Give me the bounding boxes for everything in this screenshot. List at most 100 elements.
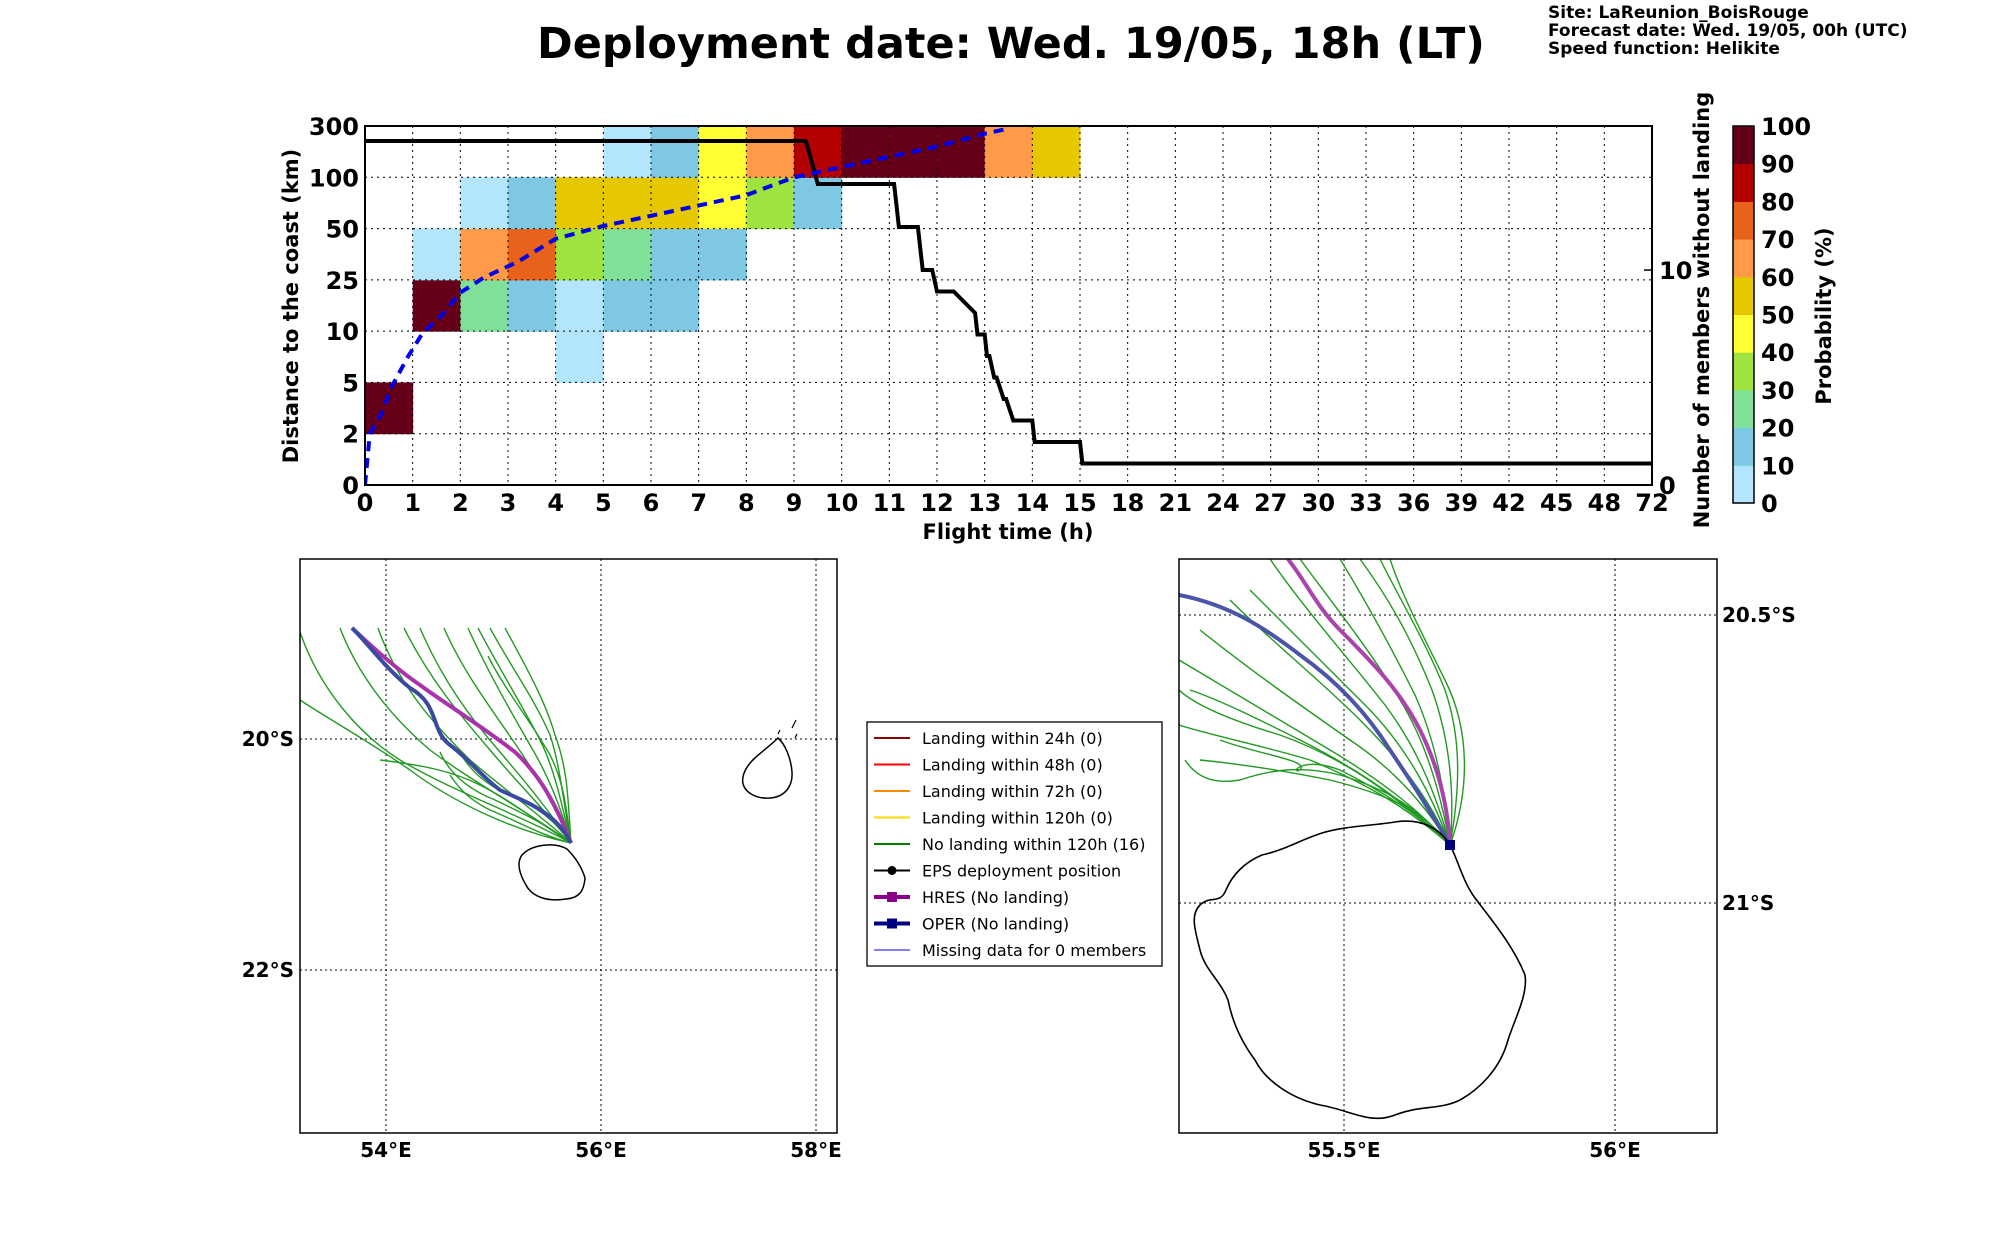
colorbar-segment [1733, 314, 1754, 353]
heatmap-cell [508, 279, 557, 332]
x-tick-label: 11 [873, 489, 906, 517]
y-tick-label: 300 [309, 113, 359, 141]
x-tick-label: 13 [968, 489, 1001, 517]
right-map-lon-label-1: 55.5°E [1307, 1138, 1380, 1162]
left-map-frame [299, 558, 838, 1134]
legend-label: Landing within 120h (0) [922, 809, 1113, 828]
colorbar-frame [1732, 125, 1755, 504]
heatmap-cell [603, 126, 652, 178]
legend-item: HRES (No landing) [874, 888, 1069, 907]
legend-label: HRES (No landing) [922, 888, 1069, 907]
right-map-lat-label-1: 20.5°S [1722, 603, 1796, 627]
x-tick-label: 72 [1635, 489, 1668, 517]
x-tick-label: 36 [1397, 489, 1430, 517]
left-map-lon-label-2: 56°E [575, 1138, 627, 1162]
x-tick-label: 10 [825, 489, 858, 517]
heatmap-cell [412, 228, 461, 281]
colorbar-segment [1733, 427, 1754, 466]
x-tick-label: 30 [1302, 489, 1335, 517]
colorbar-tick-label: 90 [1761, 151, 1794, 179]
left-map-hres-track [350, 626, 573, 844]
left-map-gridlines [300, 559, 837, 1133]
colorbar-segments [1733, 126, 1754, 504]
heatmap-cell [508, 177, 557, 230]
x-tick-label: 14 [1016, 489, 1049, 517]
right-map-deployment-marker [1445, 840, 1455, 850]
left-map-lat-label-2: 22°S [242, 958, 294, 982]
heatmap-cell [603, 177, 652, 230]
colorbar-segment [1733, 352, 1754, 391]
colorbar-tick-label: 100 [1761, 113, 1811, 141]
heatmap-cell [1032, 126, 1081, 178]
x-tick-label: 24 [1206, 489, 1239, 517]
heatmap-cell [603, 279, 652, 332]
legend-label: EPS deployment position [922, 862, 1121, 881]
left-map-oper-track [350, 626, 573, 844]
x-tick-label: 7 [690, 489, 707, 517]
heatmap-cell [412, 279, 461, 332]
colorbar-segment [1733, 389, 1754, 429]
heatmap-cell [698, 228, 747, 281]
right-map-lon-label-2: 56°E [1589, 1138, 1641, 1162]
x-tick-label: 27 [1254, 489, 1287, 517]
right-map: 55.5°E 56°E 20.5°S 21°S [1178, 558, 1796, 1162]
heatmap-cell [651, 126, 700, 178]
right-map-frame [1178, 558, 1718, 1134]
x-tick-label: 3 [500, 489, 517, 517]
heatmap-cell [555, 177, 604, 230]
legend-label: No landing within 120h (16) [922, 835, 1145, 854]
y-tick-label: 50 [326, 216, 359, 244]
members-without-landing-line [365, 139, 1652, 466]
left-map-lat-label-1: 20°S [242, 727, 294, 751]
y-tick-label: 5 [342, 369, 359, 397]
heatmap-panel: 0 1 2 3 4 5 6 7 8 9 10 11 12 13 14 15 18 21 24 27 30 33 36 39 42… [279, 92, 1714, 544]
colorbar-tick-label: 50 [1761, 302, 1794, 330]
left-map: 54°E 56°E 58°E 20°S 22°S [242, 558, 842, 1162]
heatmap-cell [651, 228, 700, 281]
y-tick-label: 25 [326, 267, 359, 295]
heatmap-grid [365, 126, 1652, 485]
colorbar-tick-label: 80 [1761, 188, 1794, 216]
heatmap-cell [555, 228, 604, 281]
legend-item: OPER (No landing) [874, 915, 1069, 934]
x-tick-label: 39 [1445, 489, 1478, 517]
left-map-lon-label-3: 58°E [790, 1138, 842, 1162]
heatmap-cell [508, 228, 557, 281]
heatmap-cell [698, 126, 747, 178]
legend-item: Landing within 72h (0) [874, 782, 1103, 801]
forecast-date-label: Forecast date: Wed. 19/05, 00h (UTC) [1548, 21, 1907, 41]
y-tick-label: 10 [326, 318, 359, 346]
heatmap-cell [603, 228, 652, 281]
x-tick-label: 15 [1063, 489, 1096, 517]
right-tick-label: 10 [1659, 257, 1692, 285]
x-tick-label: 0 [357, 489, 374, 517]
right-axis-label: Number of members without landing [1690, 92, 1714, 529]
x-tick-label: 8 [738, 489, 755, 517]
heatmap-cell [841, 126, 890, 178]
legend-swatch-marker [887, 892, 897, 902]
colorbar-tick-label: 40 [1761, 339, 1794, 367]
heatmap-cell [460, 228, 509, 281]
right-map-lat-label-2: 21°S [1722, 891, 1774, 915]
colorbar-segment [1733, 201, 1754, 240]
x-tick-label: 21 [1159, 489, 1192, 517]
left-map-reunion-island [518, 844, 586, 901]
x-axis-label: Flight time (h) [923, 520, 1094, 544]
right-map-hres-track [1286, 559, 1452, 846]
median-distance-curve [365, 126, 1009, 485]
heatmap-cell [555, 331, 604, 383]
heatmap-cell [651, 177, 700, 230]
colorbar-tick-labels: 0 10 20 30 40 50 60 70 80 90 100 [1761, 113, 1811, 518]
legend-swatch-marker [887, 866, 897, 875]
y-axis-label: Distance to the coast (km) [279, 149, 303, 464]
left-map-trajectories [300, 627, 572, 844]
x-tick-label: 1 [404, 489, 421, 517]
speed-function-label: Speed function: Helikite [1548, 39, 1780, 59]
legend-item: Missing data for 0 members [874, 941, 1146, 960]
heatmap-cell [651, 279, 700, 332]
heatmap-cell [984, 126, 1033, 178]
colorbar-tick-label: 60 [1761, 264, 1794, 292]
legend-frame [866, 721, 1163, 967]
